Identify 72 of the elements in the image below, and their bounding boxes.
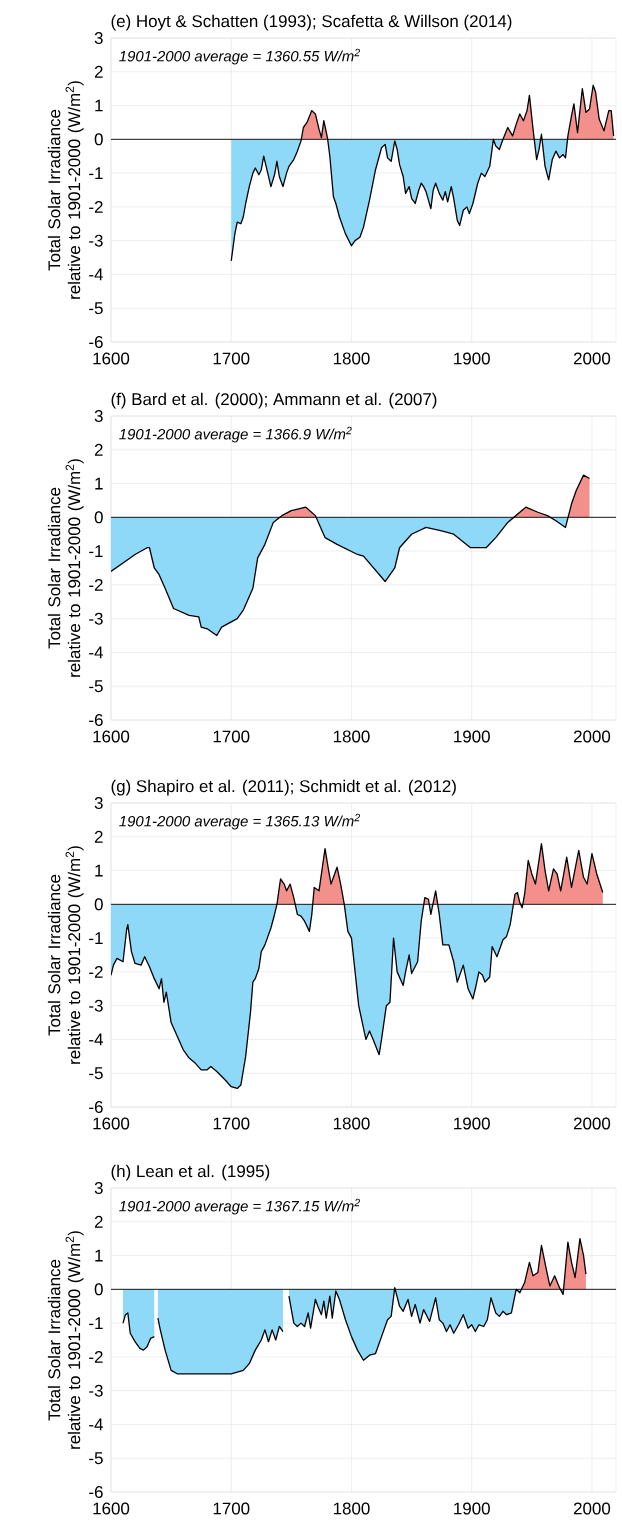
y-tick-label: -4 (89, 646, 103, 659)
x-tick-label: 1600 (93, 1117, 130, 1130)
y-tick-label: -2 (89, 965, 103, 978)
x-tick-label: 1900 (454, 1117, 490, 1130)
y-tick-label: -3 (89, 612, 103, 625)
x-tick-label: 1600 (93, 1502, 130, 1515)
x-tick-label: 1800 (333, 730, 370, 743)
y-tick-label: -5 (89, 680, 103, 693)
y-tick-label: 3 (94, 1182, 103, 1195)
chart-title: (e) Hoyt & Schatten (1993); Scafetta & Willson (2014) (111, 14, 512, 31)
annotation: 1901-2000 average = 1360.55 W/m$^{2}$ (119, 48, 360, 65)
x-tick-label: 1700 (213, 730, 250, 743)
y-tick-label: -6 (89, 713, 103, 726)
x-tick-label: 2000 (573, 730, 611, 743)
x-tick-label: 1600 (93, 352, 130, 365)
y-tick-label: 1 (95, 99, 103, 112)
x-tick-label: 1800 (333, 1117, 370, 1130)
chart-title: (g) Shapiro et al. (2011); Schmidt et al. (2012) (111, 779, 456, 796)
y-tick-label: 3 (94, 797, 103, 809)
x-tick-label: 1800 (333, 1502, 370, 1515)
y-tick-label: -5 (89, 302, 103, 315)
y-tick-label: 2 (94, 830, 103, 843)
y-tick-label: 0 (94, 511, 103, 524)
y-axis-title: Total Solar Irradiance relative to 1901-2000 (W/m$^{2}$) (47, 1231, 84, 1449)
x-tick-label: 1900 (454, 1502, 490, 1515)
y-tick-label: 0 (94, 898, 103, 911)
y-tick-label: 3 (94, 410, 103, 422)
annotation: 1901-2000 average = 1367.15 W/m$^{2}$ (119, 1198, 360, 1215)
y-tick-label: 1 (95, 864, 103, 877)
y-tick-label: -5 (89, 1452, 103, 1465)
y-tick-label: -6 (89, 1486, 103, 1498)
y-tick-label: -3 (89, 999, 103, 1012)
y-tick-label: -4 (89, 1418, 103, 1431)
y-tick-label: -1 (89, 167, 103, 179)
y-tick-label: -2 (89, 578, 103, 591)
annotation: 1901-2000 average = 1365.13 W/m$^{2}$ (119, 813, 360, 830)
y-axis-title: Total Solar Irradiance relative to 1901-2000 (W/m$^{2}$) (47, 846, 84, 1064)
x-tick-label: 2000 (573, 1117, 611, 1130)
y-tick-label: -1 (89, 932, 103, 944)
y-tick-label: -6 (89, 1101, 103, 1113)
y-tick-label: 3 (94, 31, 103, 44)
x-tick-label: 1700 (213, 1502, 250, 1515)
y-tick-label: -6 (89, 335, 103, 348)
chart-title: (f) Bard et al. (2000); Ammann et al. (2007) (111, 392, 437, 409)
y-tick-label: 0 (94, 133, 103, 146)
x-tick-label: 2000 (573, 352, 611, 365)
y-tick-label: 1 (95, 477, 103, 490)
y-tick-label: -2 (89, 1350, 103, 1363)
y-axis-title: Total Solar Irradiance relative to 1901-2000 (W/m$^{2}$) (47, 81, 84, 299)
x-tick-label: 1700 (213, 352, 250, 365)
y-tick-label: -2 (89, 200, 103, 213)
y-tick-label: -3 (89, 1384, 103, 1397)
y-tick-label: -4 (89, 1033, 103, 1046)
y-tick-label: 0 (94, 1283, 103, 1296)
x-tick-label: 2000 (573, 1502, 611, 1515)
x-tick-label: 1900 (454, 730, 490, 743)
y-tick-label: -4 (89, 268, 103, 281)
x-tick-label: 1900 (454, 352, 490, 365)
y-tick-label: -3 (89, 234, 103, 247)
chart-title: (h) Lean et al. (1995) (111, 1164, 270, 1181)
x-tick-label: 1800 (333, 352, 370, 365)
y-tick-label: -5 (89, 1067, 103, 1080)
y-tick-label: 2 (94, 65, 103, 78)
y-tick-label: -1 (89, 545, 103, 557)
y-axis-title: Total Solar Irradiance relative to 1901-2000 (W/m$^{2}$) (47, 459, 84, 677)
x-tick-label: 1700 (213, 1117, 250, 1130)
x-tick-label: 1600 (93, 730, 130, 743)
y-tick-label: -1 (89, 1317, 103, 1329)
y-tick-label: 2 (94, 1215, 103, 1228)
y-tick-label: 2 (94, 443, 103, 456)
y-tick-label: 1 (95, 1249, 103, 1262)
annotation: 1901-2000 average = 1366.9 W/m$^{2}$ (119, 426, 352, 443)
